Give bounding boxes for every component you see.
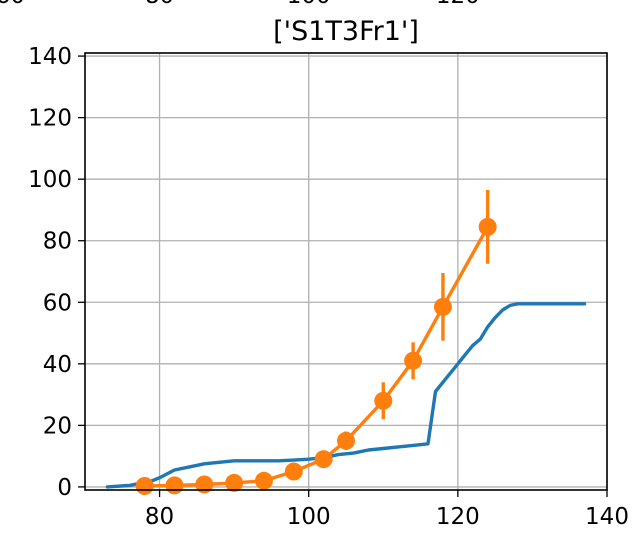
series-2 [135,189,497,495]
data-point [254,471,273,490]
data-point [374,391,393,410]
series-1 [105,302,587,489]
data-point [478,217,497,236]
data-point [337,431,355,450]
x-axis: 80 100 120 140 [145,490,629,530]
clipped-tick-label: 100 [287,0,331,9]
clipped-top-tick-labels: 60 80 100 120 [0,0,480,9]
data-point [225,473,244,492]
data-point [195,475,214,494]
data-point [165,476,184,495]
y-tick-label: 100 [28,167,72,193]
y-tick-label: 20 [43,413,72,439]
data-point [404,351,423,370]
y-tick-label: 60 [43,290,72,316]
x-tick-label: 100 [287,504,331,530]
data-point [284,462,303,481]
data-point [314,450,333,469]
data-point [135,476,154,495]
plot-area [105,189,587,495]
y-tick-label: 140 [28,44,72,70]
grid [85,53,608,490]
y-tick-label: 80 [43,229,72,255]
data-point [433,297,452,316]
y-axis: 0 20 40 60 80 100 120 140 [28,44,85,501]
series-line [142,225,490,488]
x-tick-label: 120 [436,504,480,530]
clipped-tick-label: 120 [436,0,480,9]
x-tick-label: 140 [585,504,629,530]
axes-frame [84,52,608,491]
y-tick-label: 120 [28,106,72,132]
y-tick-label: 40 [43,352,72,378]
x-tick-label: 80 [145,504,174,530]
clipped-tick-label: 80 [145,0,174,9]
y-tick-label: 0 [57,475,72,501]
series-line [105,302,587,489]
chart-title: ['S1T3Fr1'] [273,16,419,47]
clipped-tick-label: 60 [0,0,25,9]
